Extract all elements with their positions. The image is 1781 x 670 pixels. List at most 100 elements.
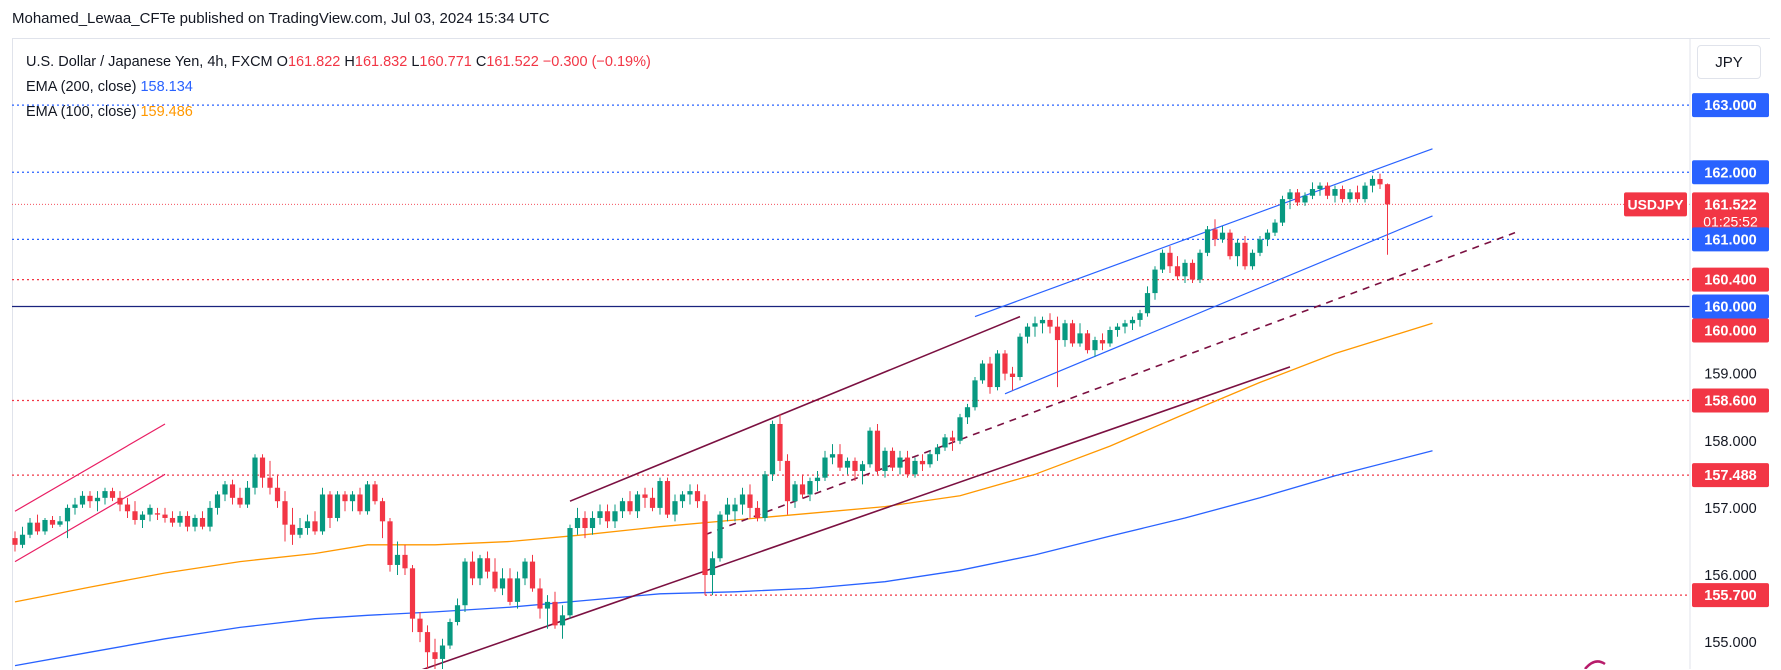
trendline: [974, 148, 1433, 318]
candle-body: [259, 457, 266, 478]
axis-tick-label: 158.000: [1704, 434, 1756, 450]
candle: [687, 484, 693, 505]
candle-body: [987, 363, 993, 388]
candle-body: [679, 494, 686, 502]
candle: [657, 477, 663, 515]
candle-body: [237, 497, 243, 505]
candle: [544, 595, 551, 629]
candle-body: [627, 501, 633, 512]
candle-body: [964, 407, 971, 418]
candle: [312, 511, 318, 535]
candle-body: [102, 491, 108, 498]
axis-price-box: [1692, 318, 1769, 343]
candle: [717, 511, 723, 562]
candle: [1069, 319, 1076, 347]
candle: [627, 491, 633, 515]
candle-body: [912, 460, 918, 475]
candle-body: [597, 511, 603, 518]
candle: [747, 484, 753, 518]
candle-body: [417, 618, 423, 633]
candle: [492, 558, 498, 592]
legend-ema100-row[interactable]: EMA (100, close) 159.486: [26, 100, 651, 125]
candle: [1084, 330, 1091, 354]
symbol-tag-box: [1624, 192, 1687, 217]
candle: [304, 514, 311, 535]
high-value: 161.832: [354, 54, 408, 70]
candle: [192, 514, 198, 532]
candle-body: [282, 501, 288, 525]
legend-ema200-row[interactable]: EMA (200, close) 158.134: [26, 75, 651, 100]
candle-body: [1017, 336, 1023, 377]
chart-decoration: [1584, 660, 1606, 669]
candle: [402, 544, 408, 576]
open-label: O: [276, 54, 288, 70]
candle: [1249, 249, 1256, 270]
candle: [1279, 195, 1286, 226]
axis-price-label: 163.000: [1704, 98, 1756, 114]
candle: [342, 491, 348, 512]
candle: [1159, 249, 1166, 273]
candle: [1234, 239, 1241, 267]
candle-body: [109, 491, 116, 498]
candle-body: [1264, 232, 1271, 240]
candle-body: [454, 605, 461, 623]
candle: [784, 454, 791, 515]
candle: [79, 491, 86, 508]
currency-button[interactable]: JPY: [1697, 45, 1761, 79]
candle-body: [724, 504, 731, 515]
candle-body: [447, 622, 453, 646]
axis-tick-label: 156.000: [1704, 568, 1756, 584]
candle: [807, 477, 813, 502]
axis-price-box: [1692, 294, 1769, 319]
candle: [1182, 259, 1188, 284]
candle: [919, 454, 926, 471]
candle: [829, 444, 836, 465]
candle: [252, 454, 258, 495]
candle-body: [739, 494, 746, 505]
candle-body: [1257, 239, 1263, 253]
candle-body: [919, 460, 926, 465]
candle-body: [589, 517, 596, 529]
candle: [184, 511, 191, 532]
candle-body: [34, 522, 41, 532]
symbol-title[interactable]: U.S. Dollar / Japanese Yen, 4h, FXCM: [26, 54, 273, 70]
ema200-value: 158.134: [140, 79, 193, 95]
axis-price-box: [1692, 583, 1769, 608]
candle-body: [1369, 178, 1376, 186]
candle-body: [289, 524, 296, 535]
candle-body: [229, 484, 236, 498]
candle: [822, 450, 828, 482]
candle: [469, 551, 476, 586]
axis-price-box: [1692, 93, 1769, 118]
candle-body: [409, 568, 416, 619]
axis-price-box: [1692, 227, 1769, 252]
axis-price-label: 158.600: [1704, 393, 1756, 409]
candle: [814, 470, 821, 492]
candle-body: [1347, 192, 1353, 200]
candle: [64, 504, 71, 539]
candle-body: [207, 507, 213, 527]
candle-body: [1204, 229, 1211, 253]
axis-price-label: 160.000: [1704, 324, 1756, 340]
candle-body: [372, 484, 378, 502]
ema100-line: [14, 322, 1433, 603]
candle-body: [1002, 353, 1008, 374]
candle-body: [1167, 252, 1173, 267]
candle: [589, 511, 596, 535]
candle: [1174, 256, 1181, 280]
candle: [1212, 219, 1218, 247]
candle-body: [672, 501, 678, 515]
candle: [559, 605, 566, 639]
candle: [1377, 173, 1383, 190]
candle-body: [439, 645, 446, 659]
candle: [904, 450, 911, 478]
candle: [769, 420, 776, 482]
candles: [12, 173, 1391, 669]
candle: [1204, 225, 1211, 257]
candle-body: [1234, 242, 1241, 257]
candle-body: [1159, 252, 1166, 270]
candle: [942, 434, 948, 451]
candle: [199, 511, 206, 530]
chart-pane[interactable]: [12, 38, 1770, 670]
